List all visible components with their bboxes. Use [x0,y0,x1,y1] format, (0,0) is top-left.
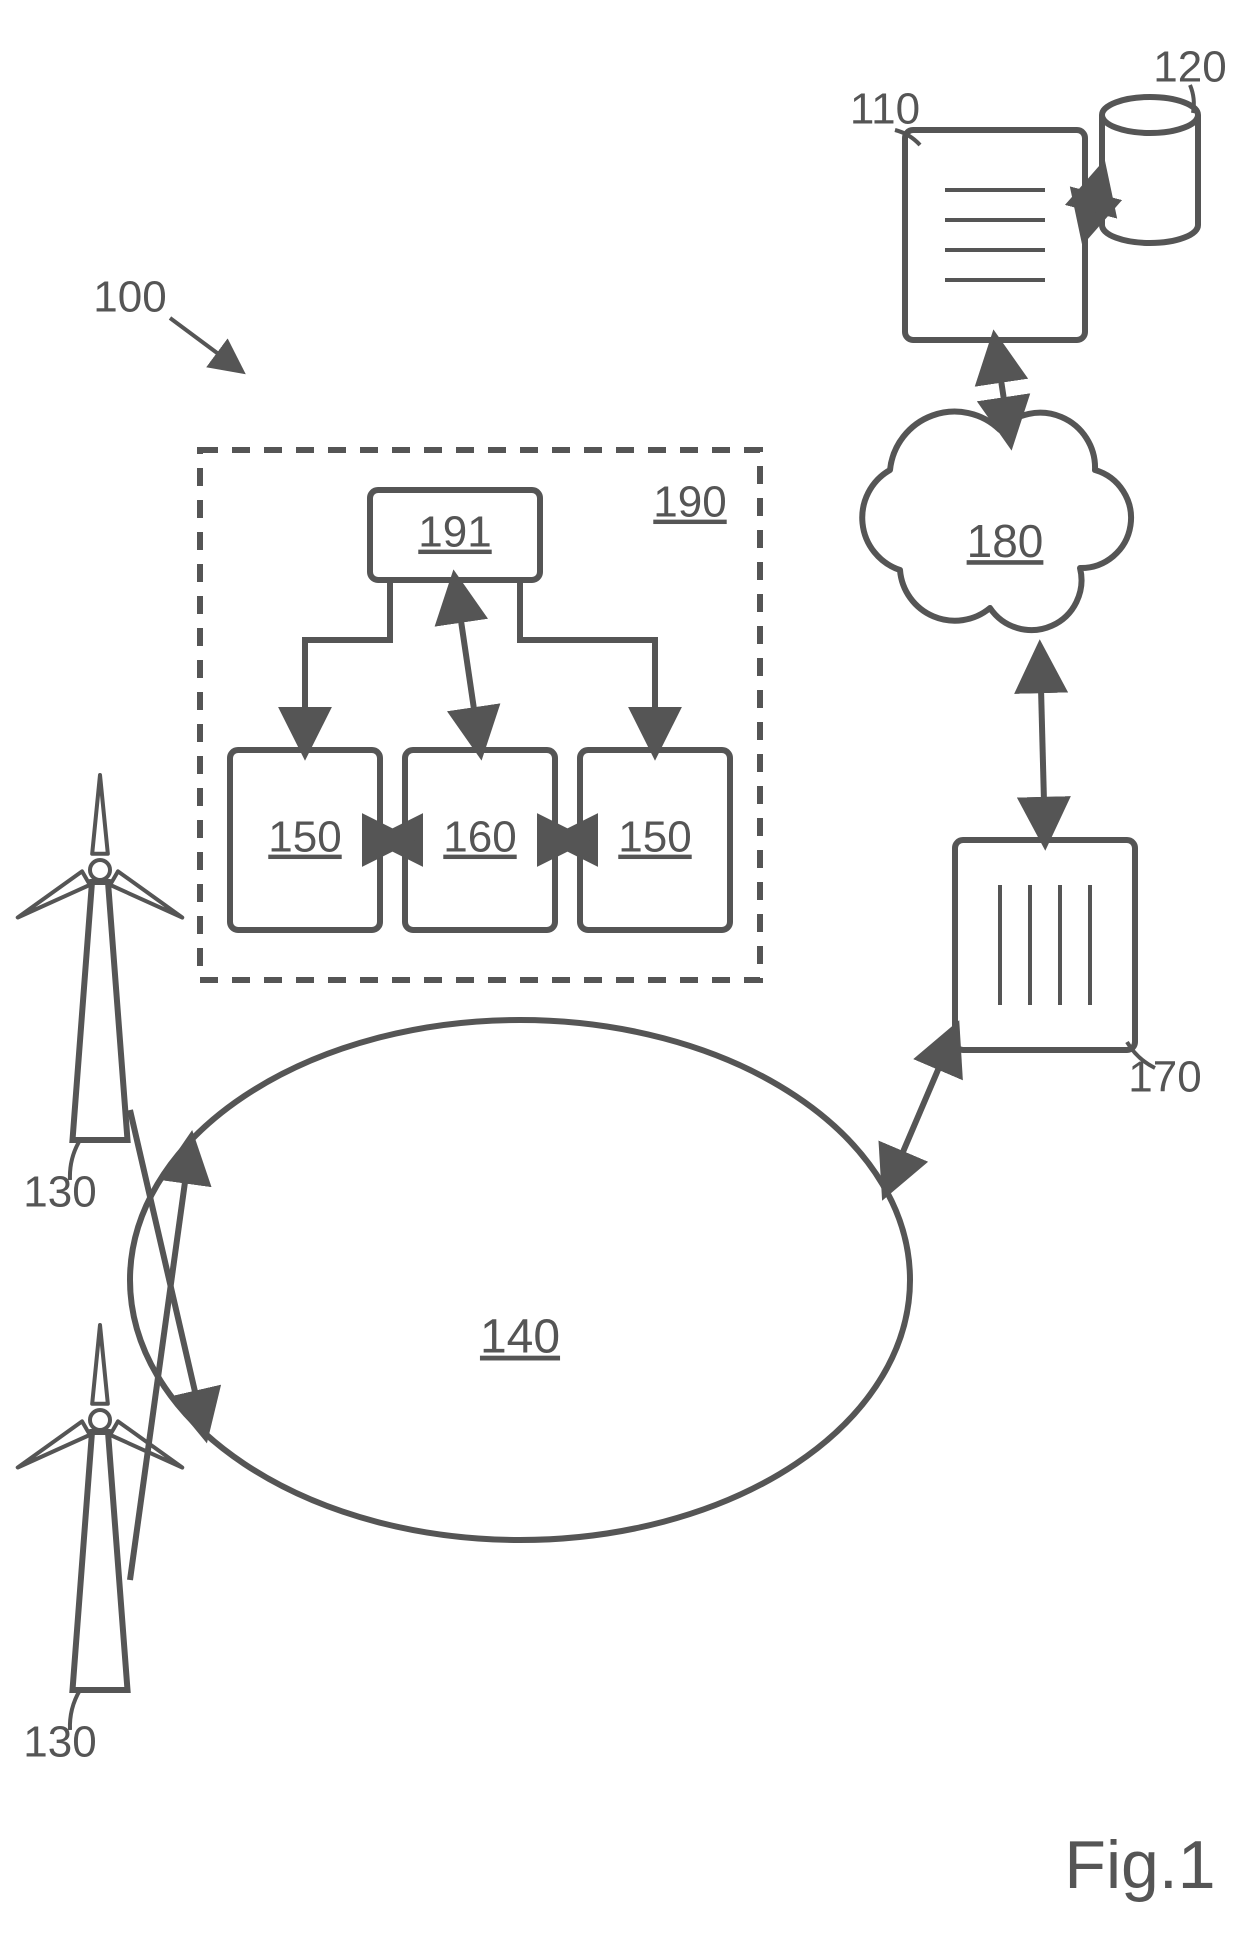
svg-text:150: 150 [268,813,341,862]
svg-text:130: 130 [23,1718,96,1767]
svg-text:140: 140 [480,1311,560,1364]
svg-text:180: 180 [967,515,1044,567]
svg-text:120: 120 [1153,43,1226,92]
svg-text:100: 100 [93,273,166,322]
figure-1-diagram: 100140190191150160150110120180170130130F… [18,43,1227,1903]
svg-text:191: 191 [418,508,491,557]
svg-text:110: 110 [850,85,920,134]
svg-text:160: 160 [443,813,516,862]
svg-text:Fig.1: Fig.1 [1064,1827,1215,1903]
svg-text:130: 130 [23,1168,96,1217]
svg-text:150: 150 [618,813,691,862]
svg-text:190: 190 [653,478,726,527]
